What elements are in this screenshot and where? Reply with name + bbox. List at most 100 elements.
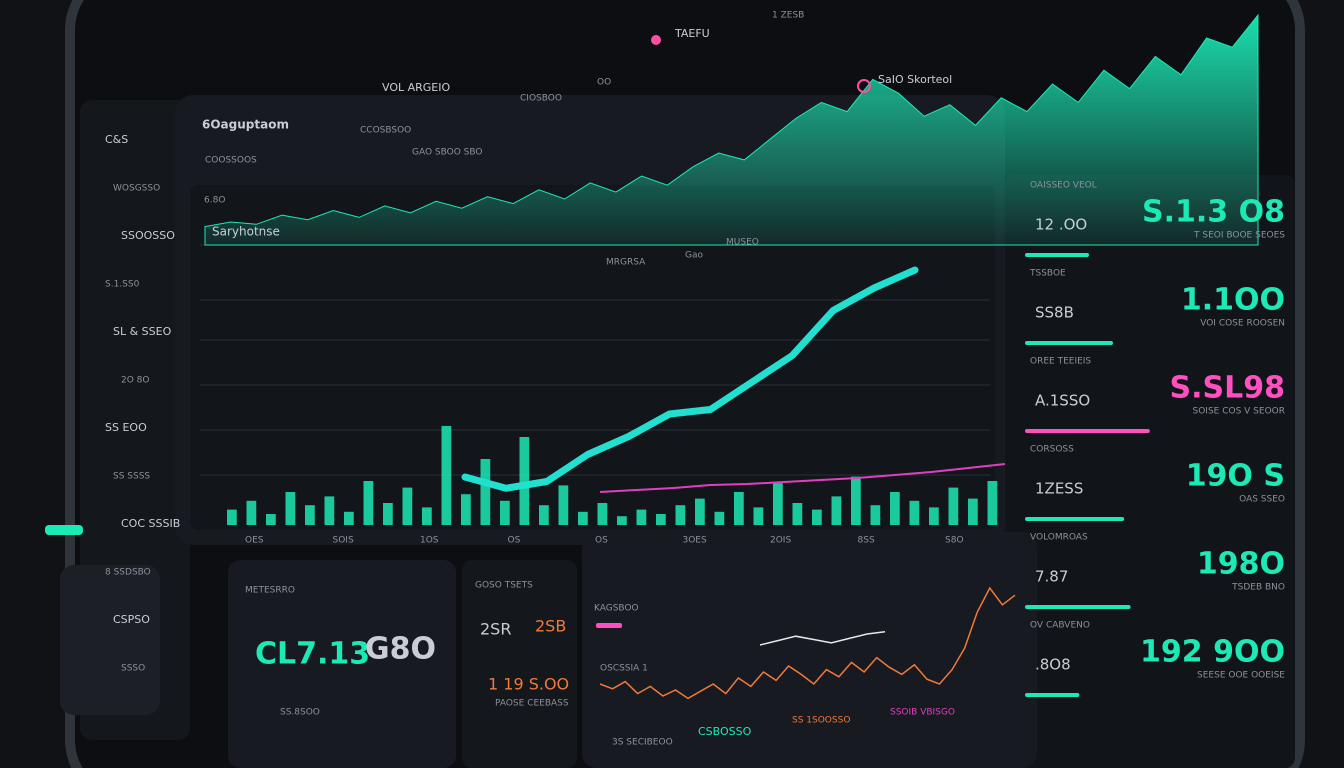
panel-text: 3S SECIBEOO — [612, 738, 673, 748]
stat-small: A.1SSO — [1035, 392, 1090, 410]
stat-sub: OAS SSEO — [1239, 495, 1285, 505]
panel-text: SSOIB VBISGO — [890, 708, 955, 718]
x-label: SOIS — [333, 536, 354, 546]
stat-sub: T SEOI BOOE SEOES — [1193, 231, 1285, 241]
volume-bar — [695, 498, 705, 525]
volume-bar — [246, 500, 257, 525]
badge: SaIO Skorteol — [878, 73, 952, 86]
x-label: OS — [508, 536, 521, 546]
chart-corner: 6.8O — [204, 196, 225, 206]
volume-bar — [812, 509, 822, 525]
panel-title: KAGSBOO — [594, 604, 639, 614]
sidebar-item: S.1.SS0 — [105, 280, 140, 290]
menu-item: VOL ARGEIO — [382, 81, 451, 94]
x-label: S8O — [945, 536, 964, 546]
volume-bar — [441, 426, 452, 525]
panel — [462, 560, 577, 768]
stat-small: .8O8 — [1035, 656, 1071, 674]
volume-bar — [675, 505, 686, 525]
volume-bar — [383, 503, 393, 525]
stat-sub: VOI COSE ROOSEN — [1200, 319, 1285, 329]
volume-bar — [558, 485, 569, 525]
volume-bar — [831, 496, 842, 525]
panel-title: METESRRO — [245, 586, 295, 596]
progress-bar — [1025, 693, 1080, 697]
x-label: 8SS — [858, 536, 875, 546]
volume-bar — [753, 507, 764, 525]
volume-bar — [285, 492, 296, 525]
volume-bar — [402, 487, 413, 525]
stat-value: S.1.3 O8 — [1142, 195, 1285, 230]
panel-text: PAOSE CEEBASS — [495, 699, 569, 709]
header-subtitle: COOSSOOS — [205, 156, 257, 166]
sidebar-item: CSPSO — [113, 613, 150, 626]
volume-bar — [909, 500, 920, 525]
stat-small: 1ZESS — [1035, 480, 1083, 498]
volume-bar — [792, 503, 803, 525]
volume-bar — [851, 476, 861, 525]
chart-panel — [190, 185, 995, 530]
sidebar-item: C&S — [105, 133, 128, 146]
volume-bar — [363, 481, 374, 525]
signal-line — [599, 463, 1006, 493]
panel-text: 2SR — [480, 620, 511, 639]
volume-bar — [480, 459, 491, 525]
volume-bar — [929, 507, 939, 525]
menu-item: CCOSBSOO — [360, 126, 411, 136]
legend-item: Gao — [685, 251, 703, 261]
legend-item: MRGRSA — [606, 258, 646, 268]
progress-bar — [1025, 253, 1089, 257]
sidebar-item: SS SSSS — [113, 472, 150, 482]
bottom-line — [599, 586, 1016, 700]
stat-sub: SEESE OOE OOEISE — [1197, 671, 1285, 681]
sidebar-item: SSSO — [121, 664, 145, 674]
panel-text: 1 19 S.OO — [488, 675, 569, 694]
icon — [651, 35, 661, 45]
progress-bar — [1025, 341, 1113, 345]
panel — [228, 560, 456, 768]
sidebar-item: COC SSSIB — [121, 517, 180, 530]
stat-value: S.SL98 — [1170, 371, 1285, 406]
panel-text: 2SB — [535, 617, 566, 636]
volume-bar — [500, 500, 510, 525]
stat-small: SS8B — [1035, 304, 1074, 322]
volume-bar — [519, 437, 530, 525]
stat-label: OV CABVENO — [1030, 621, 1090, 631]
stat-value: 19O S — [1186, 459, 1285, 494]
sidebar-item: SSOOSSO — [121, 229, 175, 242]
stat-value: 192 9OO — [1140, 635, 1285, 670]
panel-value: CL7.13 — [255, 637, 370, 672]
stat-small: 12 .OO — [1035, 216, 1087, 234]
x-label: OS — [595, 536, 608, 546]
progress-bar — [1025, 429, 1150, 433]
x-label: 3OES — [683, 536, 707, 546]
panel-text: SS 1SOOSSO — [792, 716, 850, 726]
sidebar-item: 2O 8O — [121, 376, 149, 386]
trend-line — [461, 266, 919, 492]
progress-bar — [1025, 605, 1131, 609]
x-label: 1OS — [420, 536, 439, 546]
volume-bar — [734, 492, 744, 525]
status: 1 ZESB — [772, 11, 804, 21]
volume-bar — [539, 505, 549, 525]
header-title: 6Oaguptaom — [202, 118, 289, 132]
stat-label: OREE TEEIEIS — [1030, 357, 1091, 367]
menu-item: CIOSBOO — [520, 94, 562, 104]
volume-bar — [422, 507, 432, 525]
panel-text: OSCSSIA 1 — [600, 664, 648, 674]
panel — [582, 532, 1037, 768]
stat-label: TSSBOE — [1029, 269, 1066, 279]
accent — [596, 623, 622, 628]
volume-bar — [656, 514, 666, 525]
menu-item: OO — [597, 78, 611, 88]
overlay-line — [759, 631, 886, 646]
stat-label: CORSOSS — [1030, 445, 1074, 455]
stat-sub: TSDEB BNO — [1231, 583, 1285, 593]
volume-bar — [773, 483, 783, 525]
volume-bar — [890, 492, 900, 525]
volume-bar — [597, 503, 608, 525]
legend-item: MUSEO — [726, 238, 759, 248]
volume-bar — [948, 487, 959, 525]
volume-bar — [870, 505, 881, 525]
